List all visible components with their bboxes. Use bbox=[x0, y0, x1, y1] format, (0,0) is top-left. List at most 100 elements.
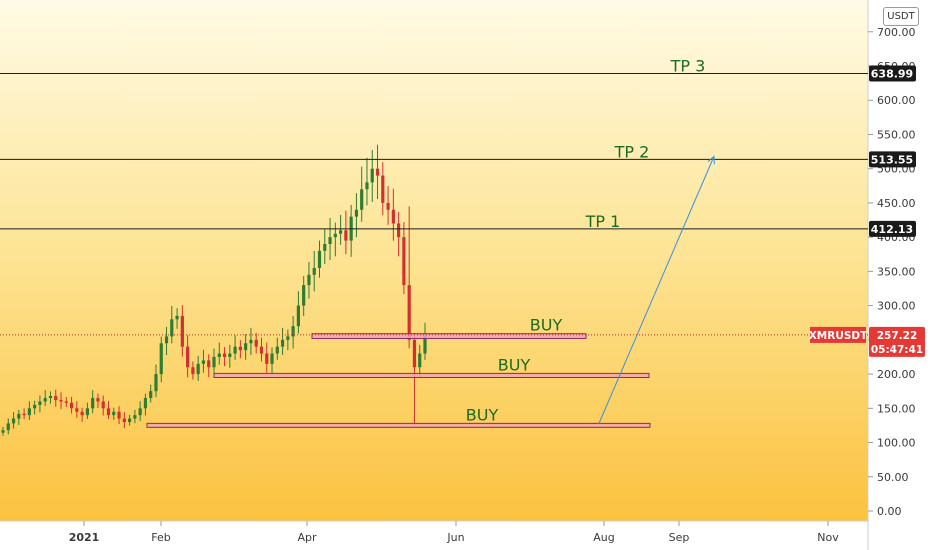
current-price-label: 257.22 bbox=[877, 330, 918, 342]
candle-body bbox=[17, 413, 21, 419]
y-tick-label: 450.00 bbox=[877, 197, 916, 210]
candle-body bbox=[280, 339, 285, 347]
candle-body bbox=[317, 250, 322, 268]
candle-body bbox=[402, 237, 406, 286]
candle-body bbox=[339, 230, 343, 234]
candle-body bbox=[254, 339, 258, 347]
candle-body bbox=[6, 423, 10, 431]
candle-body bbox=[386, 202, 390, 210]
buy-zones: BUY BUY BUY bbox=[146, 316, 651, 428]
candle-body bbox=[11, 418, 16, 424]
candle-body bbox=[91, 398, 95, 409]
current-price-marker: XMRUSDT 257.22 05:47:41 bbox=[0, 326, 925, 357]
candle-body bbox=[302, 285, 306, 306]
price-tag-label: 638.99 bbox=[871, 68, 913, 81]
candle-body bbox=[64, 401, 68, 403]
y-tick-label: 50.00 bbox=[877, 471, 909, 484]
price-tag bbox=[869, 151, 916, 168]
candle-body bbox=[333, 233, 337, 238]
candle-body bbox=[38, 401, 42, 405]
candle-body bbox=[375, 168, 380, 176]
time-axis-background bbox=[0, 521, 868, 550]
candle-body bbox=[265, 353, 269, 364]
tp-label: TP 1 bbox=[585, 212, 621, 231]
candle-body bbox=[1, 430, 5, 433]
x-axis-labels: 2021 Feb Apr Jun Aug Sep Nov bbox=[69, 521, 839, 544]
tp-label: TP 2 bbox=[614, 142, 650, 161]
y-tick-label: 700.00 bbox=[877, 26, 916, 39]
candle-body bbox=[370, 168, 374, 183]
candle-body bbox=[238, 346, 242, 351]
candle-body bbox=[33, 404, 37, 409]
candle-body bbox=[75, 408, 79, 412]
candle-body bbox=[249, 339, 253, 344]
candle-body bbox=[149, 391, 153, 399]
candle-body bbox=[154, 374, 158, 392]
x-tick-label: Apr bbox=[297, 531, 317, 544]
tp-lines: TP 3 638.99 TP 2 513.55 TP 1 412.13 bbox=[0, 57, 916, 237]
price-tag-label: 412.13 bbox=[871, 223, 913, 236]
candle-body bbox=[201, 360, 206, 364]
y-tick-label: 100.00 bbox=[877, 437, 916, 450]
candle-body bbox=[418, 353, 422, 368]
candle-body bbox=[85, 408, 89, 416]
candle-body bbox=[275, 346, 279, 354]
candle-body bbox=[228, 353, 232, 357]
candle-body bbox=[365, 182, 369, 190]
y-tick-label: 200.00 bbox=[877, 368, 916, 381]
candle-body bbox=[128, 418, 132, 423]
candle-body bbox=[69, 402, 74, 409]
candle-body bbox=[360, 189, 364, 210]
candle-body bbox=[159, 343, 163, 375]
candle-body bbox=[296, 305, 300, 327]
projection-arrow bbox=[598, 155, 715, 424]
buy-zone-label: BUY bbox=[466, 405, 499, 424]
candle-body bbox=[291, 326, 295, 337]
projection-line bbox=[598, 156, 715, 424]
x-tick-label: Jun bbox=[446, 531, 464, 544]
candle-body bbox=[344, 230, 348, 241]
candle-body bbox=[27, 408, 31, 416]
symbol-tag-label: XMRUSDT bbox=[809, 330, 868, 342]
symbol-tag bbox=[810, 326, 866, 343]
candle-body bbox=[59, 400, 63, 402]
candle-body bbox=[222, 353, 227, 357]
y-tick-label: 0.00 bbox=[877, 505, 902, 518]
y-tick-label: 150.00 bbox=[877, 402, 916, 415]
x-tick-label: Nov bbox=[817, 531, 839, 544]
candle-body bbox=[96, 398, 100, 402]
candle-body bbox=[117, 411, 121, 419]
y-tick-label: 350.00 bbox=[877, 265, 916, 278]
candle-body bbox=[180, 315, 184, 347]
x-tick-label: Feb bbox=[151, 531, 170, 544]
x-tick-label: 2021 bbox=[69, 531, 100, 544]
candle-body bbox=[391, 209, 395, 224]
price-tag-label: 513.55 bbox=[871, 153, 913, 166]
countdown-label: 05:47:41 bbox=[871, 344, 923, 356]
candle-body bbox=[259, 346, 264, 354]
y-tick-label: 550.00 bbox=[877, 128, 916, 141]
candle-body bbox=[233, 346, 237, 354]
candle-body bbox=[48, 395, 53, 399]
candle-body bbox=[143, 398, 148, 409]
candle-body bbox=[397, 223, 401, 238]
currency-selector[interactable]: USDT bbox=[883, 7, 919, 26]
buy-zone bbox=[311, 333, 587, 339]
candle-body bbox=[122, 418, 126, 423]
y-tick-label: 600.00 bbox=[877, 94, 916, 107]
candles bbox=[1, 144, 427, 436]
buy-zone bbox=[213, 372, 650, 379]
y-tick-label: 300.00 bbox=[877, 300, 916, 313]
candle-body bbox=[212, 356, 216, 368]
candle-body bbox=[423, 335, 427, 354]
candle-body bbox=[270, 353, 274, 364]
candle-body bbox=[54, 395, 58, 401]
candle-body bbox=[80, 411, 84, 416]
candle-body bbox=[307, 274, 311, 286]
candle-body bbox=[412, 339, 417, 368]
candle-body bbox=[196, 363, 200, 375]
current-price-tag bbox=[869, 326, 925, 357]
candle-body bbox=[186, 346, 190, 368]
